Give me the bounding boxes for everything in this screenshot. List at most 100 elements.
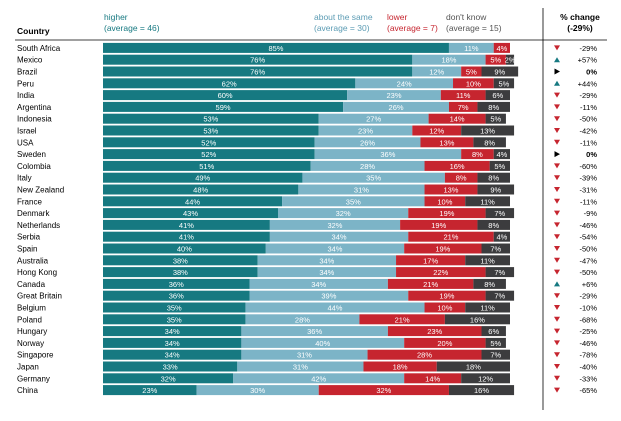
chart-row: Indonesia 53% 27% 14% 5% -50%: [17, 113, 597, 124]
bar-segment-lower: [440, 90, 486, 101]
bar-segment-dontknow: [485, 337, 506, 348]
change-arrow-icon: [554, 198, 560, 204]
bar-label-dontknow: 4%: [496, 233, 507, 242]
bar-segment-higher: [103, 326, 242, 337]
bar-label-dontknow: 5%: [494, 162, 505, 171]
change-avg: (-29%): [567, 23, 593, 33]
country-label: Peru: [17, 79, 34, 88]
chart-row: Poland 35% 28% 21% 16% -68%: [17, 314, 597, 325]
bar-label-same: 26%: [360, 138, 375, 147]
country-label: Great Britain: [17, 292, 62, 301]
bar-label-same: 34%: [332, 233, 347, 242]
chart-row: Germany 32% 42% 14% 12% -33%: [17, 373, 597, 384]
chart-row: New Zealand 48% 31% 13% 9% -31%: [17, 184, 597, 195]
bar-segment-higher: [103, 302, 246, 313]
country-label: Canada: [17, 280, 46, 289]
bar-label-dontknow: 7%: [494, 292, 505, 301]
bar-segment-dontknow: [481, 66, 519, 77]
change-arrow-icon: [554, 187, 560, 192]
bar-label-higher: 62%: [222, 79, 237, 88]
bar-label-dontknow: 13%: [480, 127, 495, 136]
bar-label-dontknow: 11%: [480, 256, 495, 265]
chart-row: China 23% 30% 32% 16% -65%: [17, 385, 597, 396]
change-arrow-icon: [554, 80, 560, 86]
bar-label-same: 28%: [360, 162, 375, 171]
bar-label-dontknow: 6%: [492, 91, 503, 100]
bar-segment-same: [196, 385, 319, 396]
bar-segment-lower: [359, 314, 445, 325]
bar-segment-lower: [428, 113, 486, 124]
bar-segment-same: [269, 219, 401, 230]
bar-label-dontknow: 4%: [496, 150, 507, 159]
change-arrow-icon: [554, 68, 560, 75]
chart-row: France 44% 35% 10% 11% -11%: [17, 196, 597, 207]
change-value: -31%: [579, 186, 597, 195]
country-label: Norway: [17, 339, 44, 348]
bar-segment-lower: [424, 302, 466, 313]
dontknow-avg: (average = 15): [446, 23, 502, 33]
bar-label-same: 40%: [315, 339, 330, 348]
bar-label-higher: 36%: [169, 280, 184, 289]
bar-label-lower: 22%: [433, 268, 448, 277]
bar-label-dontknow: 9%: [490, 186, 501, 195]
change-arrow-icon: [554, 387, 560, 393]
bar-label-dontknow: 12%: [478, 374, 493, 383]
bar-segment-same: [245, 314, 360, 325]
bar-label-dontknow: 6%: [488, 327, 499, 336]
same-avg: (average = 30): [314, 23, 370, 33]
country-label: Denmark: [17, 209, 50, 218]
bar-segment-higher: [103, 125, 319, 136]
bar-label-lower: 21%: [395, 315, 410, 324]
bar-label-same: 28%: [295, 315, 310, 324]
bar-label-higher: 38%: [173, 256, 188, 265]
bar-label-higher: 32%: [161, 374, 176, 383]
change-value: -46%: [579, 339, 597, 348]
lower-header: lower: [387, 12, 407, 22]
change-value: -40%: [579, 363, 597, 372]
bar-segment-higher: [103, 290, 250, 301]
change-value: -11%: [580, 103, 597, 112]
bar-label-same: 12%: [429, 68, 444, 77]
bar-segment-same: [233, 373, 405, 384]
country-label: Australia: [17, 256, 49, 265]
bar-segment-higher: [103, 66, 413, 77]
chart-row: Norway 34% 40% 20% 5% -46%: [17, 337, 597, 348]
bar-segment-lower: [461, 149, 494, 160]
bar-label-lower: 12%: [429, 127, 444, 136]
bar-label-higher: 41%: [179, 233, 194, 242]
bar-label-lower: 4%: [496, 44, 507, 53]
bar-label-higher: 34%: [165, 351, 180, 360]
bar-label-lower: 28%: [417, 351, 432, 360]
bar-segment-same: [257, 267, 397, 278]
bar-label-dontknow: 8%: [488, 174, 499, 183]
bar-label-lower: 10%: [437, 304, 452, 313]
change-arrow-icon: [554, 293, 560, 299]
bar-segment-lower: [424, 160, 490, 171]
bar-label-same: 34%: [319, 256, 334, 265]
bar-segment-higher: [103, 101, 344, 112]
lower-avg: (average = 7): [387, 23, 438, 33]
bar-segment-same: [245, 302, 425, 313]
change-value: -50%: [579, 268, 597, 277]
change-arrow-icon: [554, 305, 560, 310]
bar-segment-lower: [396, 267, 486, 278]
bar-label-higher: 41%: [179, 221, 194, 230]
bar-label-same: 35%: [346, 197, 361, 206]
bar-segment-higher: [103, 137, 315, 148]
bar-label-lower: 14%: [450, 115, 465, 124]
bar-segment-lower: [448, 101, 478, 112]
change-arrow-icon: [554, 45, 560, 51]
bar-segment-higher: [103, 113, 319, 124]
bar-segment-higher: [103, 90, 348, 101]
bar-segment-lower: [408, 231, 494, 242]
bar-segment-lower: [400, 219, 478, 230]
bar-segment-lower: [387, 326, 482, 337]
change-arrow-icon: [554, 257, 560, 263]
bar-segment-dontknow: [461, 125, 515, 136]
change-arrow-icon: [554, 163, 560, 169]
bar-label-higher: 76%: [250, 68, 265, 77]
change-value: -42%: [579, 127, 597, 136]
bar-segment-same: [314, 149, 462, 160]
bar-label-same: 44%: [327, 304, 342, 313]
bar-label-lower: 5%: [490, 56, 501, 65]
